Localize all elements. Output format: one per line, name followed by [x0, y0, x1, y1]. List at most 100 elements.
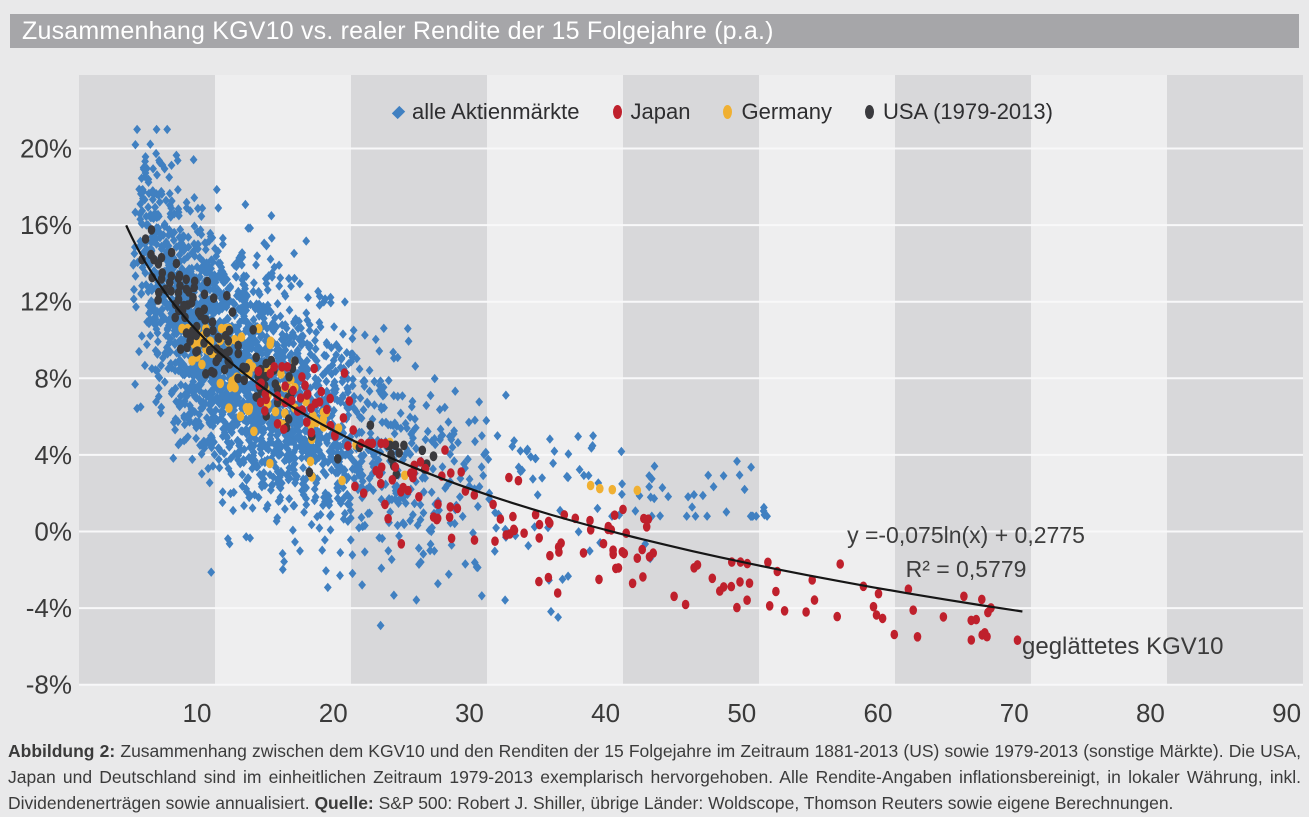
data-point [158, 268, 167, 278]
data-point [733, 602, 741, 613]
data-point [270, 362, 278, 372]
data-point [415, 492, 423, 502]
data-point [802, 607, 810, 617]
data-point [223, 290, 231, 301]
data-point [496, 514, 505, 524]
legend-item-usa: USA (1979-2013) [864, 99, 1053, 125]
data-point [833, 611, 841, 622]
data-point [670, 591, 678, 602]
legend-item-alle-aktienmaerkte: alle Aktienmärkte [391, 99, 580, 125]
y-tick-label: 8% [34, 363, 72, 393]
plot-bands [79, 75, 1303, 685]
data-point [693, 560, 702, 570]
data-point [215, 333, 223, 343]
data-point [198, 359, 206, 370]
legend-label: USA (1979-2013) [882, 99, 1053, 124]
caption-source-label: Quelle: [314, 793, 374, 813]
data-point [141, 234, 150, 244]
chart-title: Zusammenhang KGV10 vs. realer Rendite de… [22, 16, 774, 45]
data-point [535, 519, 544, 530]
data-point [224, 336, 233, 346]
data-point [736, 577, 744, 587]
data-point [351, 481, 359, 492]
data-point [434, 499, 442, 510]
x-axis-label: geglättetes KGV10 [1022, 633, 1224, 660]
data-point [155, 287, 163, 298]
data-point [334, 454, 342, 464]
data-point [514, 475, 523, 486]
data-point [338, 475, 346, 486]
data-point [457, 467, 465, 477]
data-point [433, 513, 442, 524]
y-tick-label: 4% [34, 440, 72, 470]
data-point [596, 483, 604, 494]
data-point [208, 317, 217, 327]
data-point [190, 276, 199, 287]
data-point [236, 411, 245, 422]
data-point [271, 379, 280, 389]
data-point [303, 389, 312, 399]
dark-ellipse-marker-icon [864, 105, 874, 119]
data-point [978, 594, 986, 605]
data-point [167, 247, 176, 258]
data-point [200, 289, 209, 300]
data-point [176, 344, 185, 354]
data-point [285, 372, 293, 382]
y-axis-ticks: 20% 16% 12% 8% 4% 0% -4% -8% [20, 134, 72, 700]
data-point [453, 503, 462, 514]
data-point [447, 468, 455, 478]
data-point [189, 292, 197, 303]
chart-legend: alle Aktienmärkte Japan Germany USA (197… [391, 96, 1053, 128]
data-point [716, 586, 724, 596]
data-point [228, 307, 237, 317]
legend-label: Germany [741, 99, 832, 124]
data-point [244, 405, 253, 416]
caption-source-text: S&P 500: Robert J. Shiller, übrige Lände… [373, 793, 1174, 813]
data-point [618, 547, 627, 557]
data-point [359, 488, 368, 498]
data-point [305, 467, 314, 478]
data-point [553, 588, 562, 598]
data-point [983, 631, 991, 642]
data-point [261, 406, 269, 416]
data-point [633, 553, 642, 563]
data-point [765, 601, 774, 611]
trendline-equation: y =-0,075ln(x) + 0,2775 [847, 522, 1085, 548]
data-point [909, 605, 917, 615]
data-point [869, 601, 878, 612]
data-point [194, 307, 203, 317]
data-point [745, 578, 754, 588]
data-point [619, 504, 627, 515]
y-tick-label: 16% [20, 210, 72, 240]
data-point [727, 581, 736, 592]
data-point [913, 632, 922, 642]
data-point [203, 327, 211, 338]
data-point [649, 548, 657, 558]
data-point [266, 458, 274, 469]
data-point [174, 287, 183, 298]
legend-item-germany: Germany [723, 99, 832, 125]
data-point [633, 485, 642, 496]
data-point [599, 538, 608, 549]
data-point [307, 427, 316, 438]
data-point [505, 472, 513, 483]
data-point [429, 451, 438, 462]
caption-text: Zusammenhang zwischen dem KGV10 und den … [8, 741, 1301, 813]
data-point [280, 424, 288, 434]
data-point [810, 595, 819, 605]
data-point [535, 533, 543, 543]
data-point [377, 462, 386, 472]
data-point [972, 614, 980, 625]
data-point [544, 572, 553, 583]
data-point [447, 533, 456, 544]
data-point [554, 542, 563, 552]
data-point [301, 380, 309, 391]
figure-caption: Abbildung 2: Zusammenhang zwischen dem K… [8, 738, 1301, 816]
data-point [216, 378, 225, 389]
data-point [147, 249, 155, 260]
x-tick-label: 90 [1272, 698, 1301, 728]
data-point [266, 336, 275, 346]
y-tick-label: 20% [20, 134, 72, 164]
data-point [250, 426, 258, 437]
data-point [388, 475, 397, 485]
